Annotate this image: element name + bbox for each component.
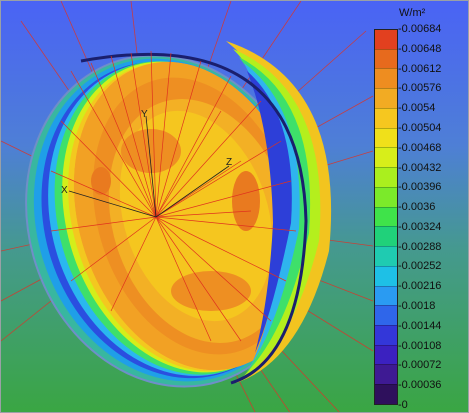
axis-label-x: X: [61, 185, 68, 196]
legend-tick-label: -0.0018: [398, 300, 436, 313]
dish-edge: [80, 52, 308, 385]
legend-labels: -0.00684 -0.00648 -0.00612 -0.00576 -0.0054 -…: [398, 1, 468, 412]
legend-tick-label: -0.00252: [398, 260, 442, 273]
axis-label-z: Z: [226, 157, 233, 168]
legend-tick-label: -0.0054: [398, 102, 436, 115]
legend-tick-label: -0.00216: [398, 280, 442, 293]
x-axis: [68, 190, 157, 218]
legend-tick-label: -0.00504: [398, 121, 442, 134]
legend-tick-label: -0.00432: [398, 161, 442, 174]
legend-tick-label: -0.00612: [398, 62, 442, 75]
legend-swatch: [375, 325, 397, 345]
legend-swatch: [375, 167, 397, 187]
legend-swatch: [375, 206, 397, 227]
legend-swatch: [375, 384, 397, 404]
legend-swatch: [375, 147, 397, 168]
legend-swatch: [375, 246, 397, 266]
coordinate-axes: [68, 115, 230, 218]
legend-tick-label: -0.00072: [398, 359, 442, 372]
legend-tick-label: -0.00648: [398, 42, 442, 55]
legend-unit: W/m²: [399, 7, 426, 19]
y-axis: [145, 115, 157, 218]
legend-tick-label: -0.00108: [398, 339, 442, 352]
legend-tick-label: -0.00144: [398, 319, 442, 332]
legend-swatch: [375, 48, 397, 69]
legend-swatch: [375, 68, 397, 89]
legend-swatch: [375, 344, 397, 365]
legend-tick-label: -0.00576: [398, 82, 442, 95]
legend-swatch: [375, 285, 397, 306]
color-legend: [374, 29, 398, 405]
legend-tick-label: -0.0036: [398, 201, 436, 214]
axis-label-y: Y: [141, 109, 148, 120]
legend-swatch: [375, 30, 397, 49]
legend-tick-label: -0.00468: [398, 141, 442, 154]
dish-inner-surface: [73, 61, 309, 371]
legend-swatch: [375, 305, 397, 326]
legend-swatch: [375, 364, 397, 385]
legend-tick-label: -0.00288: [398, 240, 442, 253]
legend-tick-label: -0.00396: [398, 181, 442, 194]
legend-swatch: [375, 127, 397, 148]
legend-tick-label: -0.00684: [398, 23, 442, 35]
z-axis: [155, 165, 230, 218]
legend-tick-label: -0.00324: [398, 220, 442, 233]
legend-swatch: [375, 265, 397, 286]
focal-rays: [50, 50, 297, 342]
legend-tick-label: -0: [398, 399, 408, 411]
legend-swatch: [375, 186, 397, 207]
legend-swatch: [375, 107, 397, 128]
legend-tick-label: -0.00036: [398, 379, 442, 392]
legend-swatch: [375, 226, 397, 247]
legend-swatch: [375, 88, 397, 108]
